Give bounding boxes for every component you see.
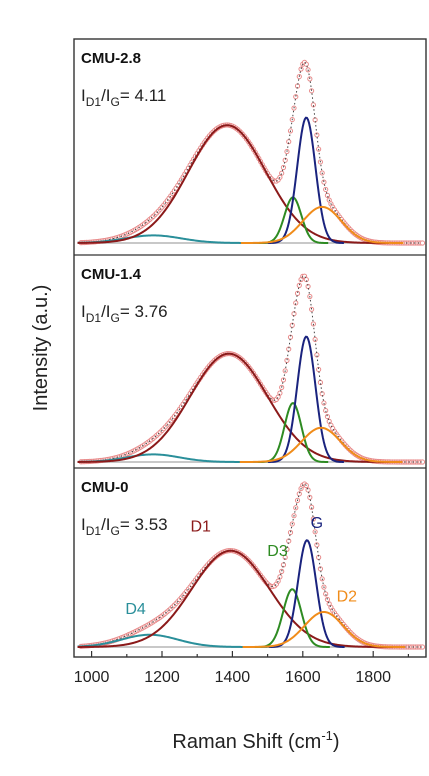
peak-label-g: G <box>311 515 323 532</box>
experimental-point <box>279 170 285 176</box>
ratio-part: I <box>81 302 86 321</box>
ratio-part: D1 <box>86 311 102 325</box>
experimental-point <box>305 487 311 493</box>
peak-d2-curve <box>239 426 403 463</box>
experimental-point <box>277 574 283 580</box>
sample-name-label: CMU-0 <box>81 479 129 496</box>
peak-d1-curve <box>77 549 394 648</box>
x-axis-title-sup: -1 <box>321 728 333 743</box>
peak-d2-curve <box>242 610 406 648</box>
experimental-point <box>324 192 331 198</box>
experimental-point <box>298 66 304 72</box>
ratio-part: = 4.11 <box>120 86 166 105</box>
experimental-point <box>323 591 329 597</box>
experimental-point <box>312 336 318 343</box>
peak-label-d2: D2 <box>337 589 358 606</box>
panel-cmu-1.4 <box>77 273 426 465</box>
experimental-point <box>321 179 327 185</box>
x-axis-ticks: 1000 1200 1400 1600 1800 <box>74 651 409 686</box>
peak-d1-curve <box>77 124 390 244</box>
experimental-point <box>310 516 316 522</box>
panel-cmu-2.8 <box>77 59 426 246</box>
sample-name-label: CMU-2.8 <box>81 50 141 67</box>
ratio-part: I <box>81 86 86 105</box>
ratio-part: I <box>81 515 86 534</box>
experimental-point <box>303 276 309 283</box>
experimental-point <box>293 94 299 100</box>
peak-d1-curve <box>77 352 392 463</box>
sample-name-label: CMU-1.4 <box>81 266 142 283</box>
peak-d4-curve <box>77 633 268 648</box>
x-axis-title: Raman Shift (cm-1) <box>172 728 339 753</box>
intensity-ratio-label: ID1/IG= 3.76 <box>81 302 168 325</box>
intensity-ratio-label: ID1/IG= 3.53 <box>81 515 168 538</box>
x-tick-label: 1200 <box>144 669 180 686</box>
intensity-ratio-label: ID1/IG= 4.11 <box>81 86 166 109</box>
experimental-point <box>293 300 299 306</box>
ratio-part: D1 <box>86 95 102 109</box>
experimental-point <box>280 377 287 383</box>
experimental-point <box>314 132 320 138</box>
panel-cmu-0 <box>77 481 426 650</box>
ratio-part: G <box>111 95 120 109</box>
experimental-point <box>307 494 313 500</box>
peak-g-curve <box>267 116 344 244</box>
ratio-part: /I <box>101 515 110 534</box>
x-axis-title-text: Raman Shift (cm <box>172 731 321 753</box>
ratio-part: D1 <box>86 524 102 538</box>
experimental-point <box>419 644 426 650</box>
experimental-point <box>287 529 294 536</box>
experimental-point <box>309 504 315 510</box>
experimental-point <box>324 413 331 420</box>
experimental-point <box>284 357 290 363</box>
experimental-point <box>419 240 426 246</box>
panels-layer <box>77 59 426 650</box>
experimental-point <box>277 390 283 396</box>
x-tick-label: 1600 <box>285 669 321 686</box>
experimental-point <box>296 491 302 497</box>
experimental-point <box>296 282 302 288</box>
experimental-point <box>279 568 285 575</box>
x-axis-title-close: ) <box>333 731 340 753</box>
experimental-point <box>294 290 301 296</box>
peak-label-d3: D3 <box>267 543 288 560</box>
ratio-part: = 3.76 <box>120 302 168 321</box>
peak-label-d4: D4 <box>125 601 146 618</box>
peak-d2-curve <box>240 205 404 244</box>
experimental-point <box>280 164 287 171</box>
x-tick-label: 1400 <box>215 669 251 686</box>
peak-g-curve <box>267 335 344 463</box>
experimental-point <box>321 400 327 406</box>
ratio-part: G <box>111 524 120 538</box>
experimental-point <box>310 102 316 108</box>
y-axis-title: Intensity (a.u.) <box>30 285 52 412</box>
experimental-point <box>323 407 329 414</box>
peak-label-d1: D1 <box>190 519 211 536</box>
ratio-part: /I <box>101 302 110 321</box>
plot-frame <box>73 38 427 658</box>
peak-g-curve <box>268 539 345 648</box>
ratio-part: = 3.53 <box>120 515 168 534</box>
x-tick-label: 1000 <box>74 669 110 686</box>
x-tick-label: 1800 <box>355 669 391 686</box>
ratio-part: G <box>111 311 120 325</box>
peak-d4-curve <box>77 234 271 244</box>
ratio-part: /I <box>101 86 110 105</box>
experimental-point <box>314 542 320 548</box>
